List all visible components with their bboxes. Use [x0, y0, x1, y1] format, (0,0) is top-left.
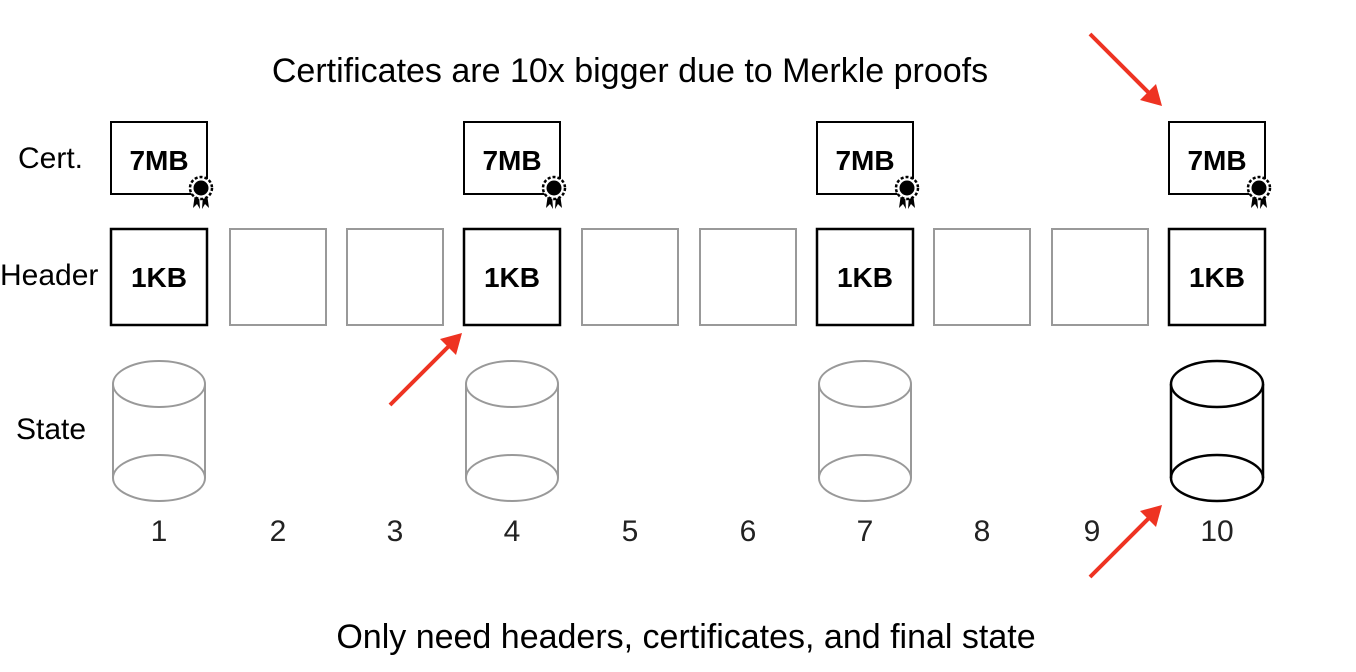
header-box: [346, 228, 444, 326]
block-number: 4: [504, 515, 521, 548]
block-number: 1: [151, 515, 168, 548]
header-box: [1051, 228, 1149, 326]
block-column-4: 7MB 1KB 4: [462, 121, 567, 548]
block-number: 10: [1200, 515, 1233, 548]
blocks-layer: 7MB 1KB 1 2 3 7MB 1KB 4 5 6 7MB 1KB 7 8 9 7MB 1KB 10: [109, 121, 1272, 548]
block-number: 2: [270, 515, 287, 548]
header-box: [109, 227, 209, 327]
state-cylinder: [818, 360, 912, 502]
arrows-layer: [388, 32, 1162, 579]
cert-size-label: 7MB: [1187, 145, 1246, 176]
state-cylinder: [112, 360, 206, 502]
cert-size-label: 7MB: [129, 145, 188, 176]
arrow-to-header-4: [388, 340, 455, 407]
header-row-label: Header: [0, 259, 99, 292]
header-box: [933, 228, 1031, 326]
block-column-6: 6: [699, 228, 797, 548]
header-box: [815, 227, 915, 327]
arrow-to-header-4-head: [440, 333, 462, 355]
bottom-caption: Only need headers, certificates, and fin…: [336, 618, 1036, 656]
block-column-1: 7MB 1KB 1: [109, 121, 214, 548]
seal-icon: [188, 175, 214, 209]
header-size-label: 1KB: [837, 262, 893, 293]
cert-size-label: 7MB: [835, 145, 894, 176]
arrow-to-cert-10-head: [1140, 84, 1162, 106]
header-box: [581, 228, 679, 326]
block-column-3: 3: [346, 228, 444, 548]
block-number: 6: [740, 515, 757, 548]
block-column-10: 7MB 1KB 10: [1167, 121, 1272, 548]
arrow-to-state-10-head: [1140, 505, 1162, 527]
arrow-to-cert-10: [1088, 32, 1155, 99]
state-row-label: State: [16, 413, 87, 446]
final-state-cylinder: [1169, 359, 1265, 503]
arrow-to-state-10: [1088, 512, 1155, 579]
block-column-7: 7MB 1KB 7: [815, 121, 920, 548]
cert-row-label: Cert.: [18, 142, 84, 175]
seal-icon: [541, 175, 567, 209]
header-box: [462, 227, 562, 327]
block-column-5: 5: [581, 228, 679, 548]
block-number: 7: [857, 515, 874, 548]
header-box: [699, 228, 797, 326]
block-column-9: 9: [1051, 228, 1149, 548]
block-number: 5: [622, 515, 639, 548]
cert-size-label: 7MB: [482, 145, 541, 176]
header-size-label: 1KB: [131, 262, 187, 293]
header-box: [229, 228, 327, 326]
block-column-2: 2: [229, 228, 327, 548]
top-caption: Certificates are 10x bigger due to Merkl…: [271, 52, 989, 90]
block-number: 8: [974, 515, 991, 548]
header-box: [1167, 227, 1267, 327]
block-column-8: 8: [933, 228, 1031, 548]
seal-icon: [894, 175, 920, 209]
header-size-label: 1KB: [484, 262, 540, 293]
cert-box: [463, 121, 561, 195]
cert-box: [816, 121, 914, 195]
state-cylinder: [465, 360, 559, 502]
block-number: 9: [1084, 515, 1101, 548]
header-size-label: 1KB: [1189, 262, 1245, 293]
seal-icon: [1246, 175, 1272, 209]
block-number: 3: [387, 515, 404, 548]
